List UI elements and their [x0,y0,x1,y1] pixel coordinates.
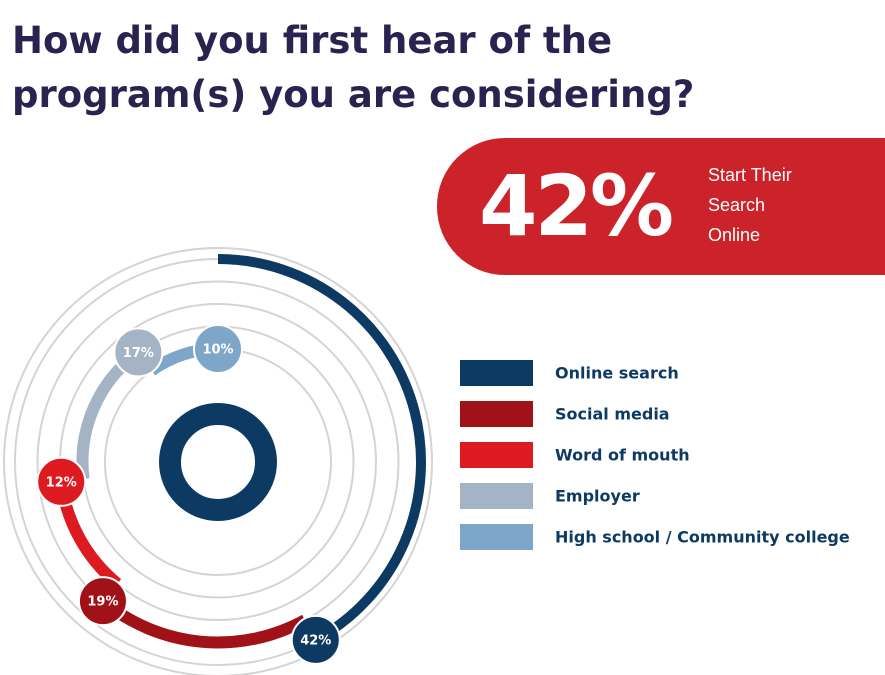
marker [290,614,341,665]
legend-label: Online search [555,364,679,383]
ring [3,247,433,675]
arc [55,480,122,589]
value-label: 12% [46,475,77,490]
legend-swatch [460,360,533,386]
arc [99,596,308,649]
value-label: 10% [202,343,233,358]
legend-swatch [460,401,533,427]
callout-value: 42% [479,157,674,255]
arc [148,343,219,376]
value-label: 17% [123,346,154,361]
ring [59,303,377,621]
value-label: 42% [300,633,331,648]
value-label: 19% [87,595,118,610]
arc [217,254,426,645]
legend-label: Social media [555,405,670,424]
legend-label: Word of mouth [555,446,690,465]
callout: 42% Start Their Search Online [437,138,885,275]
arc [76,347,142,480]
ring [81,325,355,599]
legend-swatch [460,442,533,468]
ring [14,258,422,666]
chart-title: How did you first hear of the program(s)… [12,19,695,116]
marker [36,456,87,507]
marker [77,576,128,627]
center-donut [159,403,277,521]
marker [193,324,243,374]
legend-swatch [460,524,533,550]
ring [36,280,400,644]
legend-swatch [460,483,533,509]
marker [113,327,164,378]
legend-label: High school / Community college [555,528,850,547]
ring [104,348,332,576]
legend-label: Employer [555,487,640,506]
callout-text: Start Their Search Online [708,165,792,245]
